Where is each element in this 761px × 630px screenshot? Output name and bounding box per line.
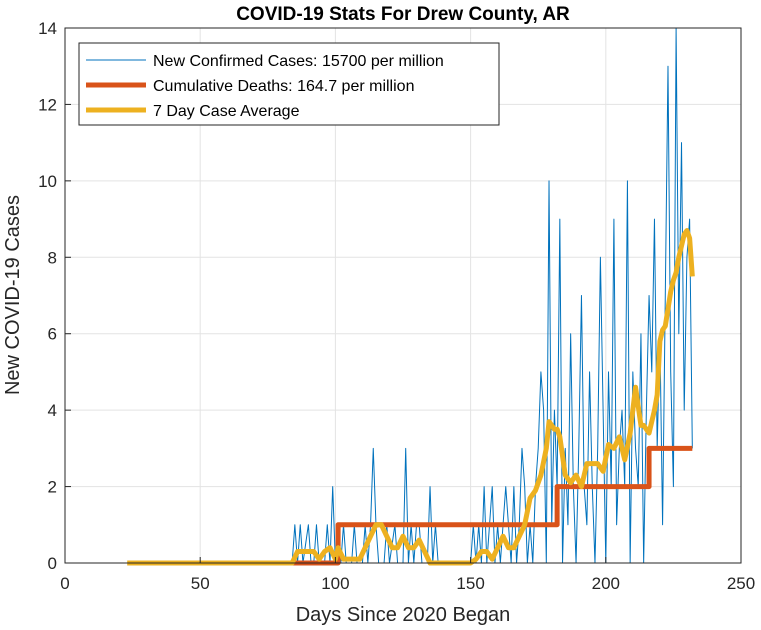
x-tick-label: 150	[456, 574, 484, 593]
y-tick-label: 12	[38, 95, 57, 114]
legend-label-new-cases: New Confirmed Cases: 15700 per million	[153, 53, 444, 70]
x-tick-label: 200	[592, 574, 620, 593]
x-tick-label: 250	[727, 574, 755, 593]
x-axis-label: Days Since 2020 Began	[296, 604, 511, 626]
y-tick-label: 14	[38, 19, 57, 38]
y-tick-label: 4	[48, 401, 57, 420]
series-7-day-average	[127, 228, 695, 566]
y-tick-label: 0	[48, 554, 57, 573]
chart-title: COVID-19 Stats For Drew County, AR	[236, 4, 570, 25]
legend: New Confirmed Cases: 15700 per million C…	[78, 42, 500, 126]
ticks: 0 50 100 150 200 250 0 2 4 6 8 10 12 14	[38, 19, 755, 593]
y-tick-label: 6	[48, 325, 57, 344]
legend-box	[78, 42, 500, 126]
y-tick-label: 8	[48, 248, 57, 267]
legend-label-average: 7 Day Case Average	[153, 103, 300, 120]
x-tick-label: 50	[191, 574, 210, 593]
legend-label-deaths: Cumulative Deaths: 164.7 per million	[153, 78, 414, 95]
y-axis-label: New COVID-19 Cases	[2, 195, 24, 395]
y-tick-label: 2	[48, 478, 57, 497]
x-tick-label: 100	[321, 574, 349, 593]
x-tick-label: 0	[60, 574, 69, 593]
plot-frame	[64, 27, 742, 564]
y-tick-label: 10	[38, 172, 57, 191]
